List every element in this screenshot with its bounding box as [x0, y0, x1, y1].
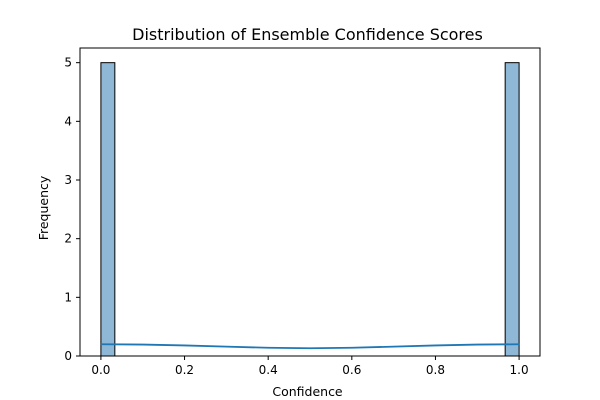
y-tick-label: 4: [64, 114, 72, 128]
axes: 0.0 0.2 0.4 0.6 0.8 1.0 0 1 2 3 4 5: [64, 47, 541, 377]
histogram-bar: [100, 62, 116, 357]
x-tick-label: 0.2: [175, 363, 194, 377]
plot-area: [100, 62, 520, 357]
kde-line: [100, 343, 520, 350]
x-tick-label: 0.6: [342, 363, 361, 377]
y-axis-label: Frequency: [36, 175, 51, 240]
histogram-bar: [504, 62, 520, 357]
chart-title: Distribution of Ensemble Confidence Scor…: [132, 25, 483, 44]
x-tick-label: 0.4: [259, 363, 278, 377]
y-tick-label: 1: [64, 290, 72, 304]
axes-frame: [79, 47, 541, 357]
x-tick-label: 0.8: [426, 363, 445, 377]
y-tick-label: 5: [64, 56, 72, 70]
x-tick-label: 0.0: [91, 363, 110, 377]
x-axis-label: Confidence: [272, 384, 343, 399]
y-tick-label: 3: [64, 173, 72, 187]
x-tick-label: 1.0: [510, 363, 529, 377]
y-tick-label: 0: [64, 349, 72, 363]
y-tick-label: 2: [64, 232, 72, 246]
